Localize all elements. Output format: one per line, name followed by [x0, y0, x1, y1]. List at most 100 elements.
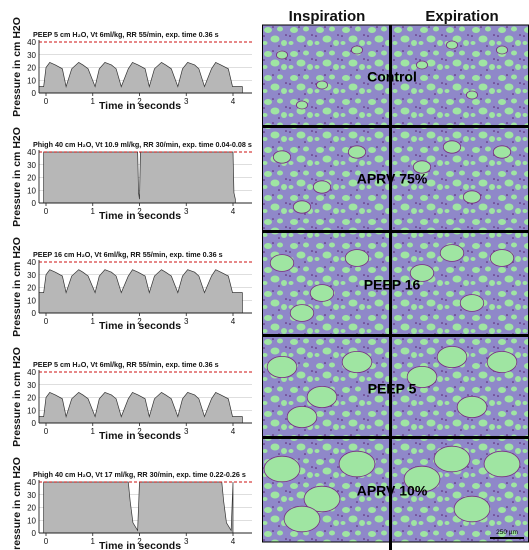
x-tick-label: 3	[184, 97, 189, 106]
alveolus	[296, 100, 309, 110]
alveolus	[453, 495, 491, 523]
y-axis-label: Pressure in cm H2O	[11, 237, 23, 337]
alveolus	[433, 445, 471, 473]
y-axis-label: Pressure in cm H2O	[11, 457, 23, 550]
alveolus	[436, 345, 468, 368]
y-tick-label: 40	[27, 478, 36, 487]
alveolus	[316, 80, 329, 90]
y-tick-label: 0	[32, 419, 37, 428]
waveform-area	[39, 269, 243, 313]
alveolus	[351, 45, 364, 55]
alveolus	[272, 150, 292, 164]
alveolus	[459, 294, 485, 312]
x-tick-label: 3	[184, 207, 189, 216]
y-tick-label: 30	[27, 161, 36, 170]
condition-label: APRV 10%	[357, 483, 428, 499]
condition-label: PEEP 16	[364, 277, 421, 293]
histology-row-4: PEEP 5	[262, 337, 529, 440]
row-divider	[262, 334, 529, 337]
row-divider	[262, 230, 529, 233]
waveform-chart-3: PEEP 16 cm H₂O, Vt 6ml/kg, RR 55/min, ex…	[11, 237, 252, 337]
alveolus	[292, 200, 312, 214]
x-tick-label: 1	[91, 97, 96, 106]
waveform-chart-2: Phigh 40 cm H₂O, Vt 10.9 ml/kg, RR 30/mi…	[11, 127, 252, 227]
alveolus	[445, 40, 458, 50]
y-tick-label: 40	[27, 38, 36, 47]
y-tick-label: 30	[27, 491, 36, 500]
column-divider	[389, 25, 392, 550]
y-tick-label: 10	[27, 76, 36, 85]
x-tick-label: 0	[44, 537, 49, 546]
alveolus	[306, 385, 338, 408]
alveolus	[489, 249, 515, 267]
alveolus	[412, 160, 432, 174]
x-axis-label: Time in seconds	[99, 100, 181, 112]
alveolus	[344, 249, 370, 267]
x-tick-label: 3	[184, 427, 189, 436]
alveolus	[409, 264, 435, 282]
x-tick-label: 4	[231, 427, 236, 436]
y-tick-label: 0	[32, 89, 37, 98]
alveolus	[483, 450, 521, 478]
y-tick-label: 30	[27, 271, 36, 280]
alveolus	[492, 145, 512, 159]
chart-title: Phigh 40 cm H₂O, Vt 17 ml/kg, RR 30/min,…	[33, 470, 246, 479]
x-tick-label: 0	[44, 97, 49, 106]
alveolus	[266, 355, 298, 378]
histology-row-3: PEEP 16	[262, 233, 529, 336]
waveform-panels: PEEP 5 cm H₂O, Vt 6ml/kg, RR 55/min, exp…	[11, 17, 252, 550]
x-tick-label: 3	[184, 317, 189, 326]
alveolus	[289, 304, 315, 322]
x-tick-label: 4	[231, 97, 236, 106]
y-tick-label: 20	[27, 64, 36, 73]
alveolus	[439, 244, 465, 262]
alveolus	[303, 485, 341, 513]
chart-title: PEEP 5 cm H₂O, Vt 6ml/kg, RR 55/min, exp…	[33, 30, 219, 39]
histology-row-2: APRV 75%	[262, 127, 529, 230]
x-axis-label: Time in seconds	[99, 430, 181, 442]
y-tick-label: 0	[32, 529, 37, 538]
histology-row-1: Control	[262, 25, 529, 128]
y-tick-label: 10	[27, 186, 36, 195]
y-axis-label: Pressure in cm H2O	[11, 347, 23, 447]
condition-label: APRV 75%	[357, 171, 428, 187]
y-tick-label: 20	[27, 174, 36, 183]
alveolus	[465, 90, 478, 100]
alveolus	[403, 465, 441, 493]
histology-image-inspiration	[262, 233, 390, 336]
histology-image-inspiration	[262, 25, 390, 128]
x-tick-label: 2	[137, 317, 142, 326]
alveolus	[415, 60, 428, 70]
scale-bar-label: 250 µm	[496, 529, 518, 536]
y-tick-label: 20	[27, 284, 36, 293]
y-axis-label: Pressure in cm H2O	[11, 127, 23, 227]
y-tick-label: 0	[32, 199, 37, 208]
alveolus	[347, 145, 367, 159]
x-tick-label: 0	[44, 207, 49, 216]
alveolus	[338, 450, 376, 478]
chart-title: PEEP 5 cm H₂O, Vt 6ml/kg, RR 55/min, exp…	[33, 360, 219, 369]
row-divider	[262, 436, 529, 439]
column-header-inspiration: Inspiration	[289, 8, 366, 25]
y-tick-label: 10	[27, 406, 36, 415]
x-tick-label: 1	[91, 537, 96, 546]
y-tick-label: 10	[27, 296, 36, 305]
chart-title: PEEP 16 cm H₂O, Vt 6ml/kg, RR 55/min, ex…	[33, 250, 223, 259]
x-tick-label: 4	[231, 317, 236, 326]
x-tick-label: 1	[91, 207, 96, 216]
x-axis-label: Time in seconds	[99, 210, 181, 222]
x-tick-label: 2	[137, 97, 142, 106]
waveform-chart-1: PEEP 5 cm H₂O, Vt 6ml/kg, RR 55/min, exp…	[11, 17, 252, 117]
x-axis-label: Time in seconds	[99, 540, 181, 550]
x-tick-label: 2	[137, 427, 142, 436]
y-tick-label: 10	[27, 516, 36, 525]
x-tick-label: 4	[231, 207, 236, 216]
y-tick-label: 40	[27, 148, 36, 157]
alveolus	[263, 455, 301, 483]
alveolus	[462, 190, 482, 204]
waveform-area	[39, 61, 243, 93]
alveolus	[486, 350, 518, 373]
column-header-expiration: Expiration	[425, 8, 498, 25]
alveolus	[283, 505, 321, 533]
histology-image-expiration	[392, 25, 529, 128]
